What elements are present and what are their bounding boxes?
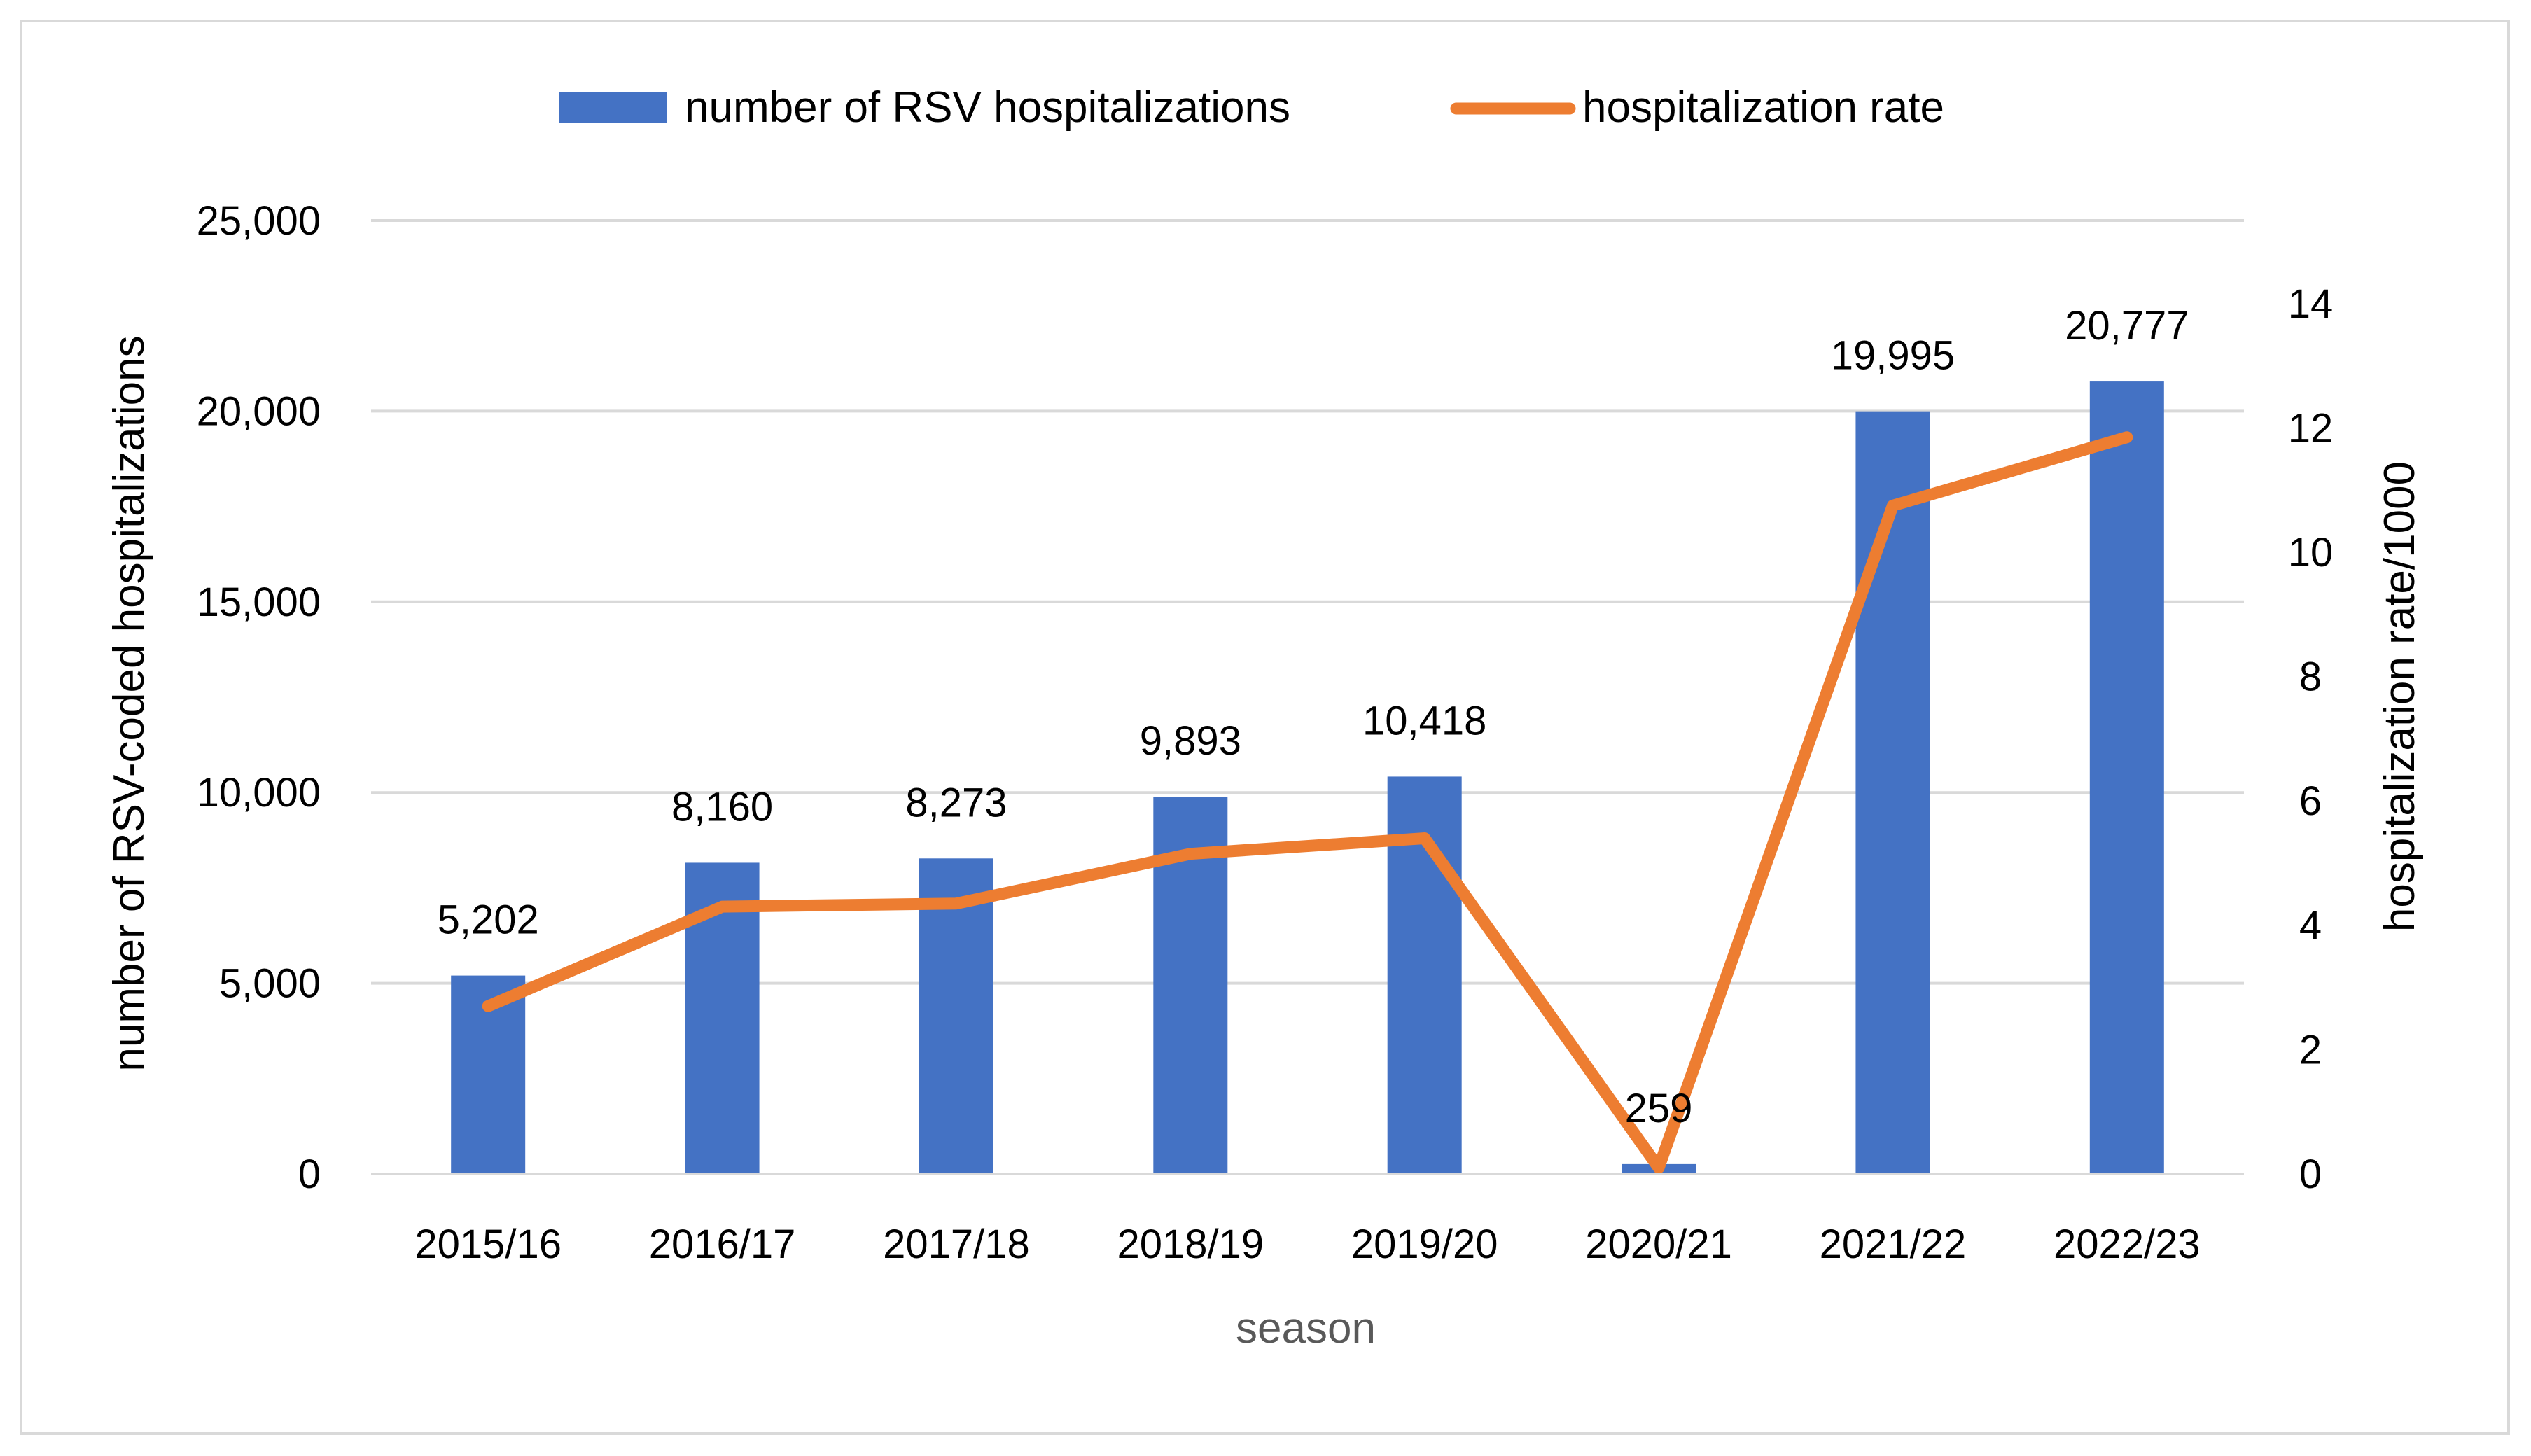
rate-point	[1658, 1167, 1660, 1169]
y-tick-label: 10,000	[197, 770, 321, 816]
bar	[919, 858, 993, 1174]
axes: 0 5,000 10,000 15,000 20,000 25,000 0 2 4 6 8 10 12 1…	[197, 198, 2334, 1267]
gridlines	[371, 219, 2244, 1175]
x-tick-label: 2019/20	[1351, 1222, 1498, 1267]
x-tick-label: 2016/17	[649, 1222, 796, 1267]
y-axis-title: number of RSV-coded hospitalizations	[105, 335, 153, 1071]
rate-point	[721, 906, 723, 908]
y2-tick-label: 10	[2288, 530, 2334, 575]
x-tick-label: 2015/16	[414, 1222, 562, 1267]
x-tick-label: 2018/19	[1117, 1222, 1264, 1267]
bar-data-label: 8,273	[905, 780, 1007, 825]
y-tick-label: 25,000	[197, 198, 321, 244]
data-labels: 5,202 8,160 8,273 9,893 10,418 259 19,995 20,77…	[438, 303, 2189, 1131]
bar-data-label: 5,202	[438, 897, 539, 943]
rate-point	[1892, 505, 1894, 507]
x-tick-label: 2017/18	[883, 1222, 1030, 1267]
y2-tick-label: 0	[2299, 1152, 2322, 1197]
line-series	[482, 431, 2133, 1174]
y-tick-label: 5,000	[219, 961, 321, 1007]
bar-data-label: 10,418	[1362, 698, 1486, 743]
y2-tick-label: 6	[2299, 778, 2322, 824]
rate-point	[2126, 436, 2128, 438]
bar-data-label: 9,893	[1140, 718, 1241, 764]
legend-bar-swatch	[559, 92, 667, 123]
x-axis-title: season	[1236, 1304, 1376, 1352]
x-tick-label: 2020/21	[1585, 1222, 1732, 1267]
bar-data-label: 20,777	[2065, 303, 2189, 349]
rate-point	[1190, 853, 1192, 855]
bar-data-label: 19,995	[1831, 333, 1955, 379]
y-tick-label: 15,000	[197, 580, 321, 625]
legend: number of RSV hospitalizations hospitali…	[559, 83, 1944, 132]
y2-axis-title: hospitalization rate/1000	[2376, 461, 2424, 932]
y2-tick-label: 4	[2299, 903, 2322, 948]
x-tick-label: 2022/23	[2054, 1222, 2201, 1267]
bar-data-label: 8,160	[671, 784, 773, 830]
rate-point	[955, 902, 957, 904]
rate-point	[1423, 837, 1425, 839]
y2-tick-label: 8	[2299, 654, 2322, 700]
y-tick-label: 20,000	[197, 388, 321, 434]
bar	[2089, 382, 2164, 1174]
x-tick-label: 2021/22	[1820, 1222, 1967, 1267]
y2-tick-label: 2	[2299, 1027, 2322, 1072]
bar-data-label: 259	[1625, 1086, 1693, 1131]
y2-tick-label: 12	[2288, 405, 2334, 451]
legend-bar-label: number of RSV hospitalizations	[685, 83, 1290, 132]
bar	[1855, 411, 1930, 1175]
y-tick-label: 0	[298, 1152, 321, 1197]
rate-point	[487, 1005, 489, 1007]
y2-tick-label: 14	[2288, 281, 2334, 327]
rate-line	[482, 431, 2133, 1174]
legend-line-label: hospitalization rate	[1582, 83, 1944, 132]
